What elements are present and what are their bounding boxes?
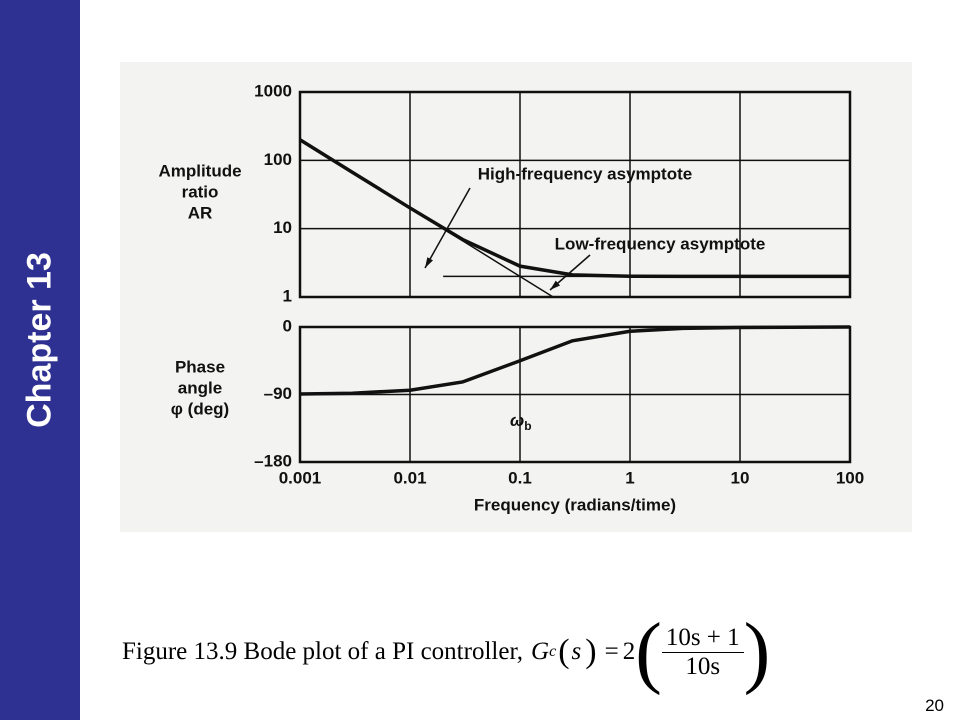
figure: 1101001000AmplituderatioARHigh-frequency…	[120, 62, 912, 532]
eq-symbol: G	[531, 638, 550, 665]
x-tick-label: 10	[731, 468, 750, 487]
eq-gain: 2	[622, 638, 636, 665]
x-tick-label: 0.01	[393, 468, 426, 487]
x-tick-label: 100	[836, 468, 864, 487]
equals: =	[604, 638, 619, 665]
y-axis-label: Amplitude	[158, 161, 241, 180]
y-tick-label: 100	[264, 150, 292, 169]
eq-sub: c	[549, 643, 557, 660]
eq-arg: s	[571, 638, 582, 665]
x-tick-label: 0.1	[508, 468, 532, 487]
annotation: ωb	[510, 411, 532, 433]
asymptote-line	[299, 139, 554, 298]
y-tick-label: 0	[283, 316, 292, 335]
data-line	[299, 325, 851, 396]
caption-text: Figure 13.9 Bode plot of a PI controller…	[122, 638, 524, 665]
caption: Figure 13.9 Bode plot of a PI controller…	[122, 612, 770, 692]
paren: (	[558, 633, 570, 670]
y-axis-label: angle	[178, 378, 222, 397]
y-tick-label: 10	[273, 218, 292, 237]
paren: )	[743, 608, 771, 696]
page-number: 20	[925, 696, 944, 715]
y-axis-label: ratio	[182, 182, 219, 201]
annotation-text: ω	[510, 411, 524, 430]
x-tick-label: 0.001	[279, 468, 322, 487]
y-tick-label: –90	[264, 384, 292, 403]
y-axis-label: Phase	[175, 357, 225, 376]
paren: )	[585, 633, 597, 670]
annotation-sub: b	[524, 419, 531, 433]
fraction: 10s + 1 10s	[661, 624, 744, 681]
y-tick-label: 1000	[254, 81, 292, 100]
y-axis-label: φ (deg)	[171, 399, 229, 418]
x-axis-label: Frequency (radians/time)	[474, 495, 676, 514]
arrow-head	[550, 280, 561, 290]
numerator: 10s + 1	[661, 624, 744, 653]
denominator: 10s	[685, 652, 721, 680]
paren: (	[635, 608, 662, 696]
arrow	[424, 187, 471, 269]
y-tick-label: –180	[254, 451, 292, 470]
y-axis-label: AR	[188, 203, 213, 222]
arrow-head	[425, 257, 433, 268]
x-tick-label: 1	[625, 468, 634, 487]
annotation: High-frequency asymptote	[478, 164, 692, 183]
y-tick-label: 1	[283, 286, 292, 305]
sidebar: Chapter 13	[0, 0, 80, 720]
annotation: Low-frequency asymptote	[555, 234, 766, 253]
